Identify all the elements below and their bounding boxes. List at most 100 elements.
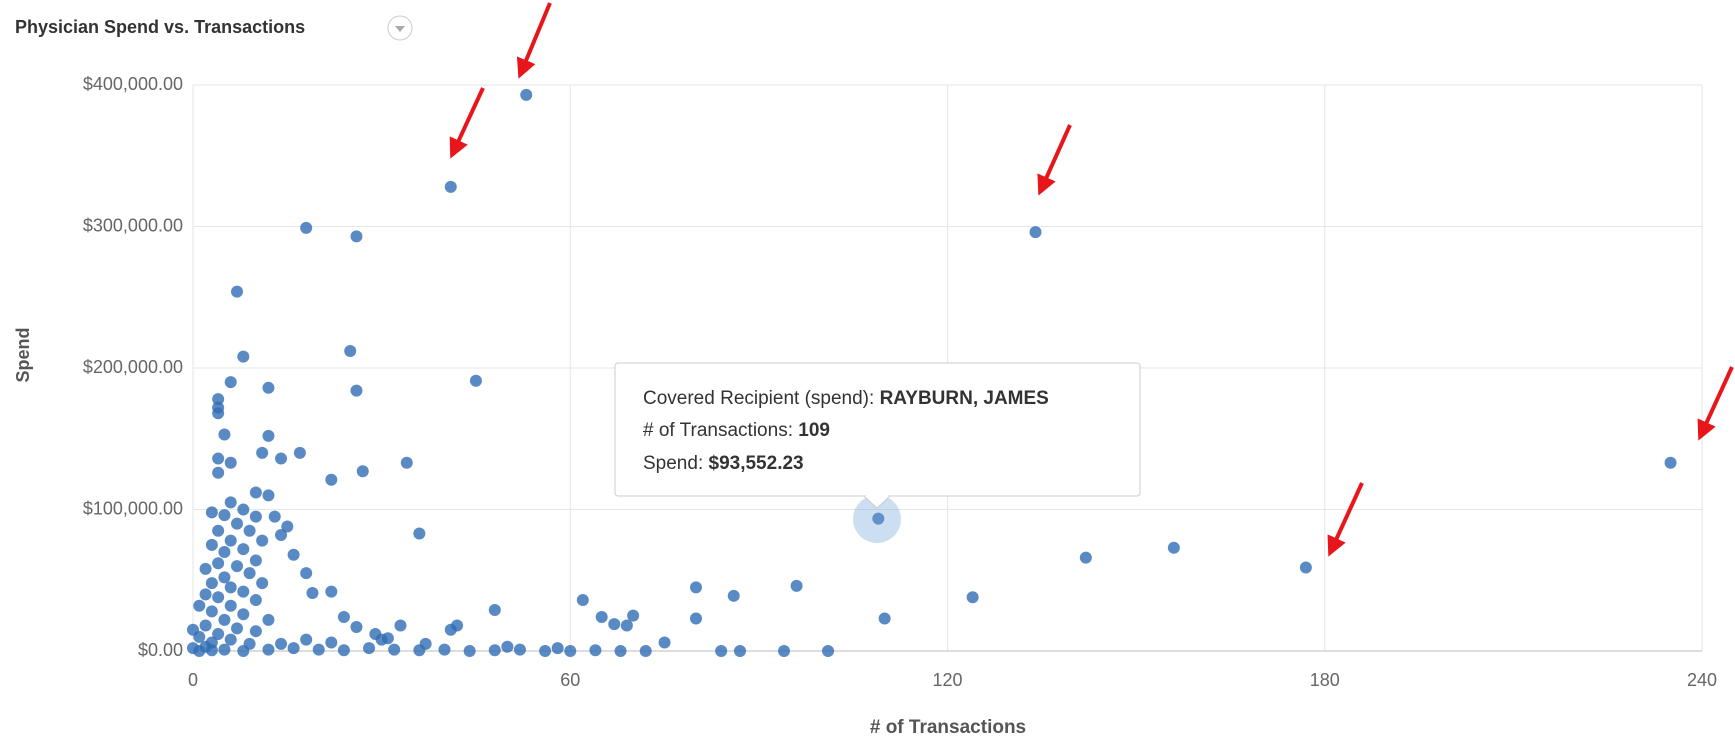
point <box>639 645 652 657</box>
y-tick-label: $100,000.00 <box>83 498 183 518</box>
point <box>413 644 426 657</box>
point <box>690 612 702 625</box>
point <box>231 517 244 530</box>
point <box>218 613 231 626</box>
point <box>501 640 514 653</box>
point <box>627 609 640 622</box>
arrow <box>516 2 552 79</box>
point <box>325 585 338 598</box>
arrow <box>449 87 485 159</box>
point <box>822 645 835 657</box>
point <box>727 589 740 602</box>
point <box>199 588 212 601</box>
point <box>690 581 702 594</box>
point <box>262 429 275 442</box>
point <box>363 642 376 655</box>
point <box>205 644 218 657</box>
point <box>463 645 476 657</box>
point <box>1029 226 1042 239</box>
title-menu[interactable] <box>387 15 413 41</box>
point <box>872 512 885 525</box>
point <box>199 619 212 632</box>
point <box>281 520 294 533</box>
tooltip-line: Spend: $93,552.23 <box>643 453 804 474</box>
point <box>539 645 552 657</box>
point <box>300 567 313 580</box>
point <box>249 486 262 499</box>
point <box>444 180 457 193</box>
annotation-arrows <box>449 2 1734 557</box>
x-tick-label: 240 <box>1687 670 1717 690</box>
plot-area: $0.00 $100,000.00 $200,000.00 $300,000.00 $4… <box>83 74 1717 690</box>
x-tick-label: 60 <box>560 670 580 690</box>
point <box>205 605 218 618</box>
point <box>205 506 218 519</box>
point <box>595 611 608 624</box>
point <box>966 591 979 604</box>
point <box>400 456 413 469</box>
point <box>488 644 501 657</box>
point <box>249 510 262 523</box>
point <box>237 645 250 657</box>
point <box>350 230 363 243</box>
point <box>564 645 577 657</box>
point <box>614 645 627 657</box>
chart-title: Physician Spend vs. Transactions <box>15 17 305 37</box>
point <box>224 534 237 547</box>
point <box>224 496 237 509</box>
point <box>205 577 218 590</box>
y-tick-label: $0.00 <box>138 640 183 660</box>
point <box>1664 456 1677 469</box>
point <box>388 643 401 656</box>
point <box>350 384 363 397</box>
point <box>256 446 269 459</box>
point <box>312 643 325 656</box>
point <box>287 548 300 561</box>
point <box>306 586 319 599</box>
point <box>243 524 256 537</box>
x-axis-label: # of Transactions <box>870 717 1026 738</box>
point <box>1079 551 1092 564</box>
x-tick-label: 0 <box>188 670 198 690</box>
point <box>224 599 237 612</box>
point <box>237 585 250 598</box>
point <box>256 534 269 547</box>
point <box>778 645 791 657</box>
point <box>268 510 281 523</box>
point <box>325 473 338 486</box>
point <box>231 285 244 298</box>
point <box>325 636 338 649</box>
point <box>1167 541 1180 554</box>
tooltip-pointer <box>863 495 891 509</box>
point <box>608 618 621 631</box>
point <box>218 571 231 584</box>
point <box>337 611 350 624</box>
point <box>231 622 244 635</box>
y-axis-label: Spend <box>13 327 33 382</box>
tooltip-line: Covered Recipient (spend): RAYBURN, JAME… <box>643 388 1049 409</box>
point <box>293 446 306 459</box>
point <box>193 599 206 612</box>
point <box>212 628 225 641</box>
arrow <box>1037 124 1072 196</box>
point <box>438 643 451 656</box>
point <box>212 591 225 604</box>
point <box>878 612 891 625</box>
tooltip-label: Covered Recipient (spend): <box>643 388 874 409</box>
y-tick-label: $400,000.00 <box>83 74 183 94</box>
point <box>224 456 237 469</box>
hover-halo <box>853 495 901 543</box>
point <box>444 623 457 636</box>
point <box>212 407 225 420</box>
point <box>262 489 275 502</box>
x-tick-label: 180 <box>1310 670 1340 690</box>
point <box>513 643 526 656</box>
point <box>212 524 225 537</box>
y-tick-label: $200,000.00 <box>83 357 183 377</box>
point <box>344 345 357 358</box>
point <box>237 503 250 516</box>
point <box>237 350 250 363</box>
point <box>249 594 262 607</box>
tooltip-label: # of Transactions: <box>643 420 793 441</box>
tooltip-value: $93,552.23 <box>709 453 804 474</box>
